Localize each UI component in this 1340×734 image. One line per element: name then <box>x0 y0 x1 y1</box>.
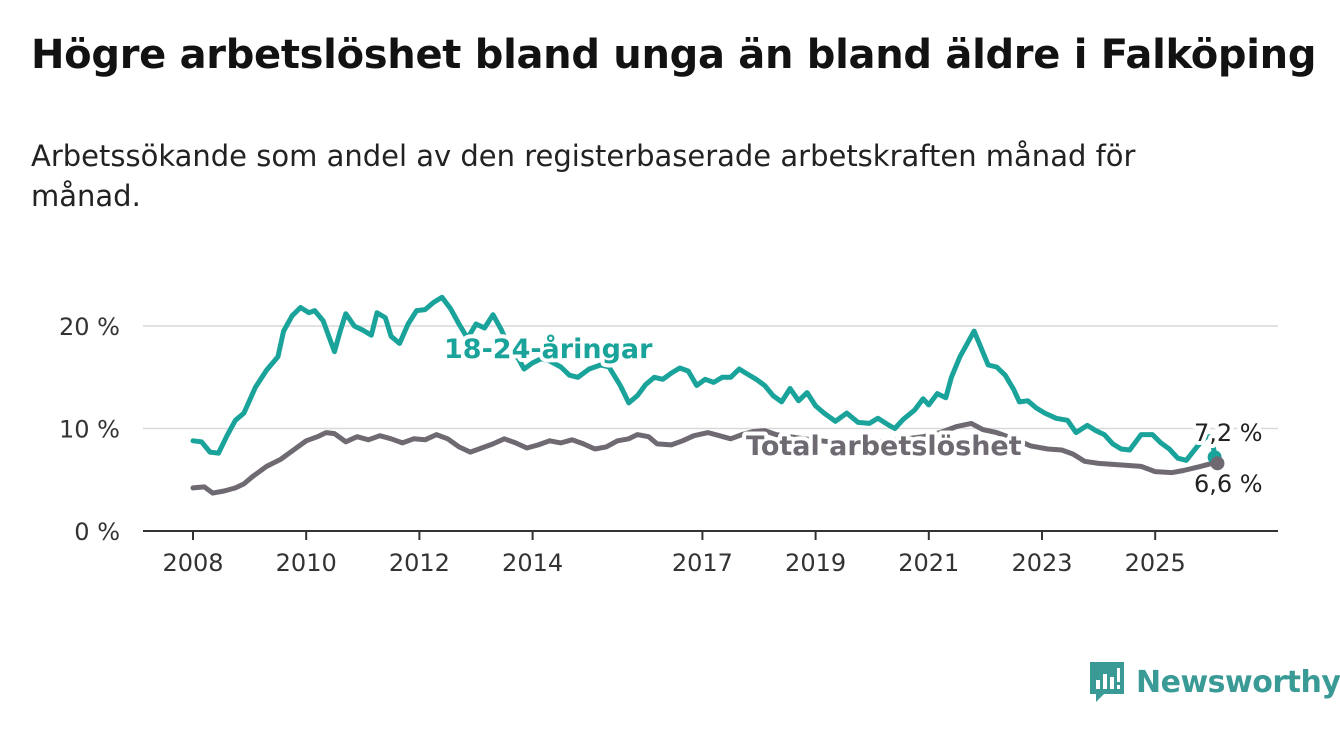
chart-title: Högre arbetslöshet bland unga än bland ä… <box>31 32 1317 78</box>
newsworthy-bar-chart-icon <box>1090 662 1124 702</box>
newsworthy-logo[interactable]: Newsworthy <box>1088 660 1340 704</box>
y-tick-label: 20 % <box>59 313 120 341</box>
chart-subtitle: Arbetssökande som andel av den registerb… <box>31 139 1136 213</box>
youth-end-label: 7,2 % <box>1194 419 1263 447</box>
x-tick-label: 2017 <box>672 549 733 577</box>
total-end-label-halo: 6,6 % <box>1194 470 1263 498</box>
x-tick-label: 2008 <box>162 549 223 577</box>
total-series-label-halo: Total arbetslöshet <box>746 431 1022 462</box>
youth-series-label: 18-24-åringar <box>444 333 653 365</box>
gridlines <box>143 325 1278 430</box>
y-tick-label: 0 % <box>74 518 120 546</box>
x-tick-label: 2012 <box>389 549 450 577</box>
total-series-line <box>190 420 1220 496</box>
x-tick-label: 2025 <box>1125 549 1186 577</box>
youth-end-label-halo: 7,2 % <box>1194 419 1263 447</box>
total-end-dot <box>1210 456 1225 471</box>
x-tick-label: 2021 <box>898 549 959 577</box>
total-series-label: Total arbetslöshet <box>746 431 1022 462</box>
y-axis-ticks: 0 % 10 % 20 % <box>59 313 120 546</box>
total-end-label: 6,6 % <box>1194 470 1263 498</box>
x-tick-label: 2023 <box>1011 549 1072 577</box>
y-tick-label: 10 % <box>59 416 120 444</box>
x-tick-label: 2019 <box>785 549 846 577</box>
series-lines <box>190 294 1225 496</box>
x-tick-label: 2010 <box>276 549 337 577</box>
youth-series-line <box>190 294 1218 463</box>
youth-series-label-halo: 18-24-åringar <box>444 333 653 365</box>
x-axis: 2008 2010 2012 2014 2017 2019 2021 2023 2025 <box>143 530 1278 577</box>
x-tick-label: 2014 <box>502 549 563 577</box>
brand-name: Newsworthy <box>1136 664 1340 700</box>
